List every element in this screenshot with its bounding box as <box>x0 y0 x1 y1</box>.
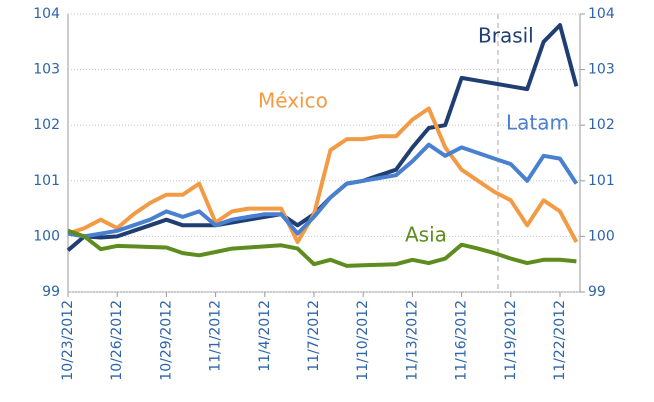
series-line <box>67 142 579 239</box>
y-tick-label: 100 <box>33 228 60 244</box>
y-tick-label: 103 <box>33 62 60 78</box>
series-line <box>66 23 579 252</box>
y-tick-label: 101 <box>33 173 60 189</box>
x-tick-label: 11/16/2012 <box>454 300 470 381</box>
series-line <box>67 228 577 268</box>
y-tick-label: 102 <box>33 117 60 133</box>
x-tick-label: 11/19/2012 <box>503 300 519 381</box>
y2-tick-label: 101 <box>588 173 615 189</box>
x-tick-label: 11/7/2012 <box>306 300 322 372</box>
x-tick-label: 11/13/2012 <box>404 300 420 381</box>
x-tick-label: 10/23/2012 <box>60 300 76 381</box>
x-tick-label: 11/1/2012 <box>208 300 224 372</box>
y2-tick-label: 102 <box>588 117 615 133</box>
series-label: Brasil <box>478 24 534 48</box>
series-label: México <box>258 89 328 113</box>
y2-tick-label: 104 <box>588 6 615 22</box>
series-label: Asia <box>405 223 447 247</box>
y2-tick-label: 99 <box>588 284 606 300</box>
x-tick-label: 11/22/2012 <box>552 300 568 381</box>
y-tick-label: 104 <box>33 6 60 22</box>
y-tick-label: 99 <box>42 284 60 300</box>
series-label: Latam <box>506 111 569 135</box>
x-tick-label: 10/26/2012 <box>109 300 125 381</box>
y2-tick-label: 100 <box>588 228 615 244</box>
y2-tick-label: 103 <box>588 62 615 78</box>
series-line <box>67 106 579 244</box>
x-tick-label: 11/4/2012 <box>257 300 273 372</box>
x-tick-label: 10/29/2012 <box>158 300 174 381</box>
x-tick-label: 11/10/2012 <box>355 300 371 381</box>
